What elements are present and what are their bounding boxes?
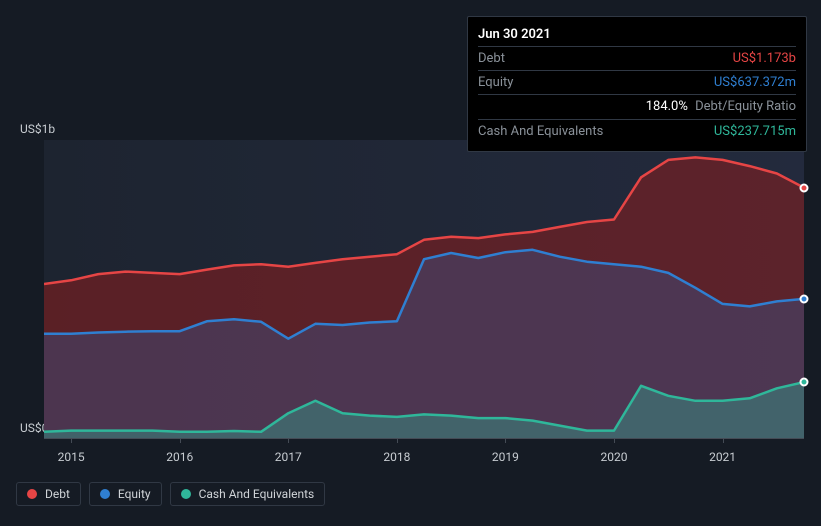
marker-dot: [800, 294, 809, 303]
plot-svg: [44, 140, 804, 438]
tooltip-label: Equity: [478, 74, 513, 92]
x-tick: [180, 438, 181, 443]
legend-label: Equity: [118, 487, 151, 501]
legend-label: Cash And Equivalents: [199, 487, 315, 501]
tooltip-row-debt: Debt US$1.173b: [478, 46, 796, 70]
tooltip-label: Cash And Equivalents: [478, 123, 603, 141]
dot-icon: [27, 489, 37, 499]
x-axis-label: 2020: [601, 450, 628, 464]
x-tick: [723, 438, 724, 443]
marker-dot: [800, 378, 809, 387]
dot-icon: [181, 489, 191, 499]
tooltip-value: 184.0% Debt/Equity Ratio: [646, 98, 796, 116]
tooltip-label: Debt: [478, 50, 505, 68]
legend-item-debt[interactable]: Debt: [16, 482, 81, 506]
legend-item-cash[interactable]: Cash And Equivalents: [170, 482, 326, 506]
x-tick: [397, 438, 398, 443]
x-axis-label: 2018: [383, 450, 410, 464]
tooltip-date: Jun 30 2021: [478, 23, 796, 46]
x-axis-label: 2016: [166, 450, 193, 464]
tooltip-value: US$1.173b: [733, 50, 796, 68]
tooltip: Jun 30 2021 Debt US$1.173b Equity US$637…: [467, 16, 807, 152]
tooltip-row-cash: Cash And Equivalents US$237.715m: [478, 119, 796, 143]
x-tick: [288, 438, 289, 443]
tooltip-row-ratio: 184.0% Debt/Equity Ratio: [478, 94, 796, 118]
x-axis-label: 2015: [58, 450, 85, 464]
x-tick: [71, 438, 72, 443]
tooltip-value: US$237.715m: [714, 123, 796, 141]
gridline: [44, 438, 804, 439]
dot-icon: [100, 489, 110, 499]
marker-dot: [800, 183, 809, 192]
x-axis-label: 2021: [709, 450, 736, 464]
x-tick: [505, 438, 506, 443]
tooltip-value: US$637.372m: [714, 74, 796, 92]
y-axis-label: US$1b: [20, 122, 55, 136]
legend: Debt Equity Cash And Equivalents: [16, 482, 325, 506]
x-tick: [614, 438, 615, 443]
tooltip-row-equity: Equity US$637.372m: [478, 70, 796, 94]
x-axis-label: 2019: [492, 450, 519, 464]
x-axis-label: 2017: [275, 450, 302, 464]
chart-container: Jun 30 2021 Debt US$1.173b Equity US$637…: [0, 0, 821, 526]
plot-area[interactable]: [44, 140, 804, 438]
legend-label: Debt: [45, 487, 70, 501]
legend-item-equity[interactable]: Equity: [89, 482, 162, 506]
